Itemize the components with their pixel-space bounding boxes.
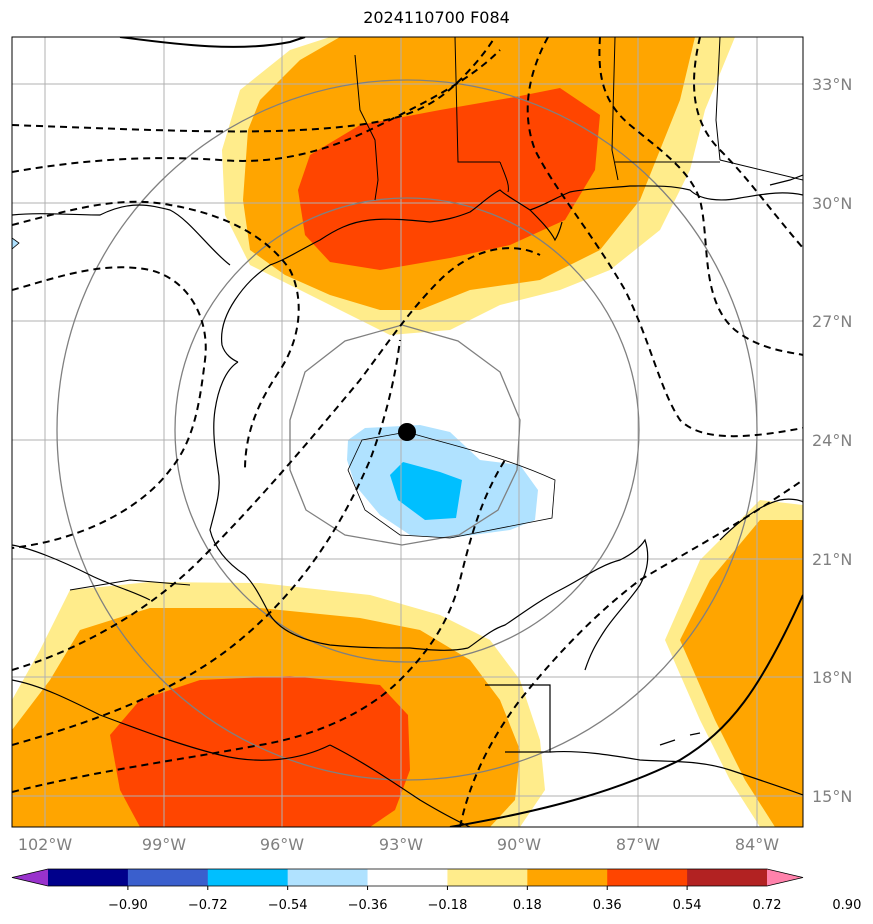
colorbar-tick-label: −0.90: [108, 898, 148, 913]
colorbar-segment: [207, 869, 289, 886]
lat-label: 18°N: [812, 668, 852, 687]
lon-label: 87°W: [616, 835, 660, 854]
anomaly-center-negative: [347, 425, 538, 538]
lat-label: 33°N: [812, 75, 852, 94]
colorbar-tick-label: −0.18: [428, 898, 468, 913]
state-borders: [69, 37, 803, 591]
colorbar-tick-label: 0.36: [593, 898, 622, 913]
colorbar-tick-label: 0.72: [753, 898, 782, 913]
lon-label: 99°W: [142, 835, 186, 854]
dashed-contours: [12, 37, 803, 827]
colorbar: [11, 868, 804, 890]
colorbar-segment: [527, 869, 608, 886]
lat-label: 21°N: [812, 550, 852, 569]
colorbar-segment: [447, 869, 528, 886]
colorbar-segment: [127, 869, 209, 886]
lon-label: 93°W: [379, 835, 423, 854]
colorbar-tick-label: −0.36: [348, 898, 388, 913]
range-rings: [56, 79, 758, 781]
colorbar-labels: −0.90 −0.72 −0.54 −0.36 −0.18 0.18 0.36 …: [108, 898, 861, 913]
latitude-labels: 33°N 30°N 27°N 24°N 21°N 18°N 15°N: [812, 75, 852, 806]
colorbar-tick-label: 0.18: [513, 898, 542, 913]
colorbar-segment: [367, 869, 448, 886]
lon-label: 84°W: [735, 835, 779, 854]
colorbar-segment: [687, 869, 768, 886]
storm-center-marker: [398, 423, 416, 441]
plot-frame: [11, 36, 804, 828]
lon-label: 90°W: [497, 835, 541, 854]
colorbar-segment: [48, 869, 129, 886]
lat-label: 30°N: [812, 194, 852, 213]
lat-label: 15°N: [812, 787, 852, 806]
lon-label: 96°W: [260, 835, 304, 854]
colorbar-outline: [11, 868, 804, 887]
colorbar-tick-label: −0.54: [268, 898, 308, 913]
colorbar-segment: [607, 869, 688, 886]
anomaly-north: [222, 37, 735, 335]
anomaly-east: [665, 500, 803, 827]
coastlines: [12, 174, 803, 827]
lon-label: 102°W: [18, 835, 73, 854]
plot-area: [12, 37, 803, 827]
lat-label: 24°N: [812, 431, 852, 450]
colorbar-tick-label: −0.72: [188, 898, 228, 913]
solid-contours: [119, 37, 803, 827]
map-title: 2024110700 F084: [363, 8, 510, 27]
anomaly-southwest: [12, 582, 545, 827]
colorbar-extend-max: [767, 869, 803, 886]
colorbar-tick-label: 0.90: [832, 898, 861, 913]
lat-label: 27°N: [812, 312, 852, 331]
colorbar-tick-label: 0.54: [673, 898, 702, 913]
colorbar-extend-min: [12, 869, 48, 886]
colorbar-segment: [287, 869, 369, 886]
longitude-labels: 102°W 99°W 96°W 93°W 90°W 87°W 84°W: [18, 835, 779, 854]
